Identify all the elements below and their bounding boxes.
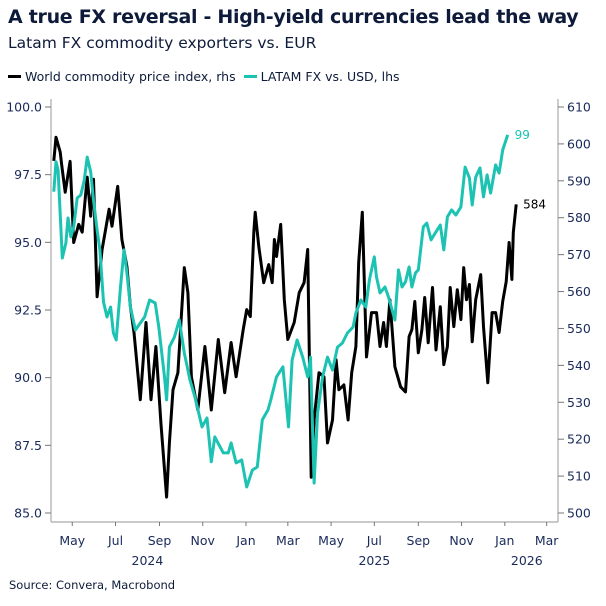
- left-axis-tick-label: 90.0: [14, 370, 42, 385]
- left-axis-tick-label: 97.5: [14, 167, 42, 182]
- x-axis-tick-label: May: [59, 533, 85, 548]
- x-axis-tick-label: Mar: [535, 533, 559, 548]
- right-axis-tick-label: 510: [567, 469, 591, 484]
- series-line-commodity: [52, 135, 518, 499]
- x-axis-year-label: 2024: [132, 553, 164, 568]
- x-axis-year-label: 2026: [511, 553, 543, 568]
- source-note: Source: Convera, Macrobond: [9, 578, 176, 592]
- right-axis-tick-label: 600: [567, 136, 591, 151]
- x-axis-tick-label: Jul: [366, 533, 382, 548]
- x-axis-tick-label: Sep: [407, 533, 431, 548]
- x-axis-tick-label: Mar: [276, 533, 300, 548]
- end-value-label-latam-fx: 99: [515, 128, 530, 142]
- chart-subtitle: Latam FX commodity exporters vs. EUR: [8, 34, 317, 52]
- left-axis-tick-label: 92.5: [14, 303, 42, 318]
- legend-label-commodity: World commodity price index, rhs: [25, 69, 236, 84]
- end-value-label-commodity: 584: [523, 197, 546, 211]
- right-axis-tick-label: 500: [567, 506, 591, 521]
- legend-item-latam-fx: LATAM FX vs. USD, lhs: [243, 69, 400, 84]
- legend: World commodity price index, rhs LATAM F…: [8, 69, 408, 84]
- right-axis-tick-label: 580: [567, 210, 591, 225]
- right-axis-tick-label: 540: [567, 358, 591, 373]
- left-axis-tick-label: 100.0: [6, 100, 42, 115]
- right-axis-tick-label: 550: [567, 321, 591, 336]
- legend-swatch-commodity: [8, 75, 21, 78]
- right-axis-tick-label: 560: [567, 284, 591, 299]
- right-axis-tick-label: 530: [567, 395, 591, 410]
- x-axis-tick-label: Nov: [449, 533, 474, 548]
- x-axis-tick-label: Sep: [148, 533, 172, 548]
- right-axis-tick-label: 520: [567, 432, 591, 447]
- legend-item-commodity: World commodity price index, rhs: [8, 69, 236, 84]
- right-axis-tick-label: 570: [567, 247, 591, 262]
- legend-label-latam-fx: LATAM FX vs. USD, lhs: [260, 69, 400, 84]
- left-axis-tick-label: 95.0: [14, 235, 42, 250]
- legend-swatch-latam-fx: [243, 75, 257, 78]
- right-axis-tick-label: 610: [567, 100, 591, 115]
- chart-title: A true FX reversal - High-yield currenci…: [8, 6, 579, 28]
- x-axis-tick-label: Jul: [107, 533, 123, 548]
- right-axis-tick-label: 590: [567, 173, 591, 188]
- x-axis-tick-label: Jan: [235, 533, 255, 548]
- x-axis-tick-label: May: [318, 533, 344, 548]
- x-axis-year-label: 2025: [358, 553, 390, 568]
- left-axis-tick-label: 85.0: [14, 506, 42, 521]
- left-axis-tick-label: 87.5: [14, 438, 42, 453]
- x-axis-tick-label: Jan: [494, 533, 514, 548]
- x-axis-tick-label: Nov: [191, 533, 216, 548]
